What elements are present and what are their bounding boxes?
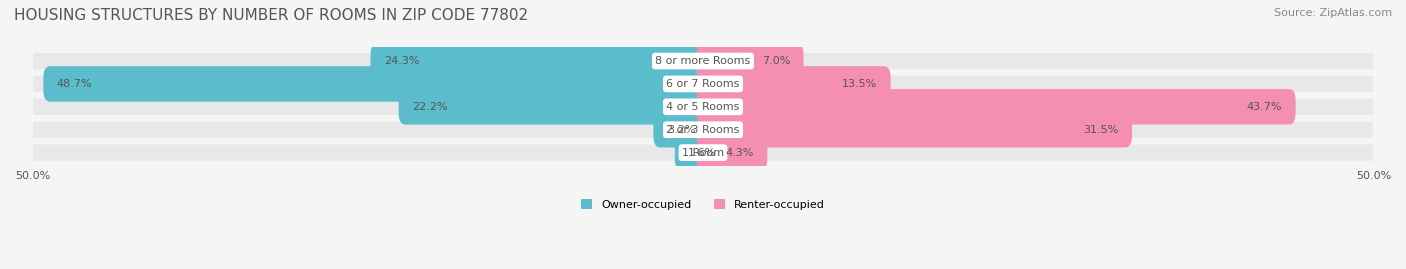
FancyBboxPatch shape xyxy=(696,135,768,170)
Text: 31.5%: 31.5% xyxy=(1084,125,1119,135)
Text: 3.2%: 3.2% xyxy=(666,125,695,135)
FancyBboxPatch shape xyxy=(32,99,1374,115)
Text: 4.3%: 4.3% xyxy=(725,148,754,158)
FancyBboxPatch shape xyxy=(696,43,804,79)
FancyBboxPatch shape xyxy=(32,144,1374,161)
Text: 43.7%: 43.7% xyxy=(1247,102,1282,112)
Text: 8 or more Rooms: 8 or more Rooms xyxy=(655,56,751,66)
FancyBboxPatch shape xyxy=(32,122,1374,138)
FancyBboxPatch shape xyxy=(696,112,1132,147)
Text: 7.0%: 7.0% xyxy=(762,56,790,66)
Text: HOUSING STRUCTURES BY NUMBER OF ROOMS IN ZIP CODE 77802: HOUSING STRUCTURES BY NUMBER OF ROOMS IN… xyxy=(14,8,529,23)
Text: Source: ZipAtlas.com: Source: ZipAtlas.com xyxy=(1274,8,1392,18)
FancyBboxPatch shape xyxy=(399,89,710,125)
Text: 4 or 5 Rooms: 4 or 5 Rooms xyxy=(666,102,740,112)
Text: 48.7%: 48.7% xyxy=(56,79,93,89)
FancyBboxPatch shape xyxy=(675,135,710,170)
FancyBboxPatch shape xyxy=(32,53,1374,69)
Text: 22.2%: 22.2% xyxy=(412,102,447,112)
Text: 1.6%: 1.6% xyxy=(689,148,717,158)
FancyBboxPatch shape xyxy=(44,66,710,102)
Text: 1 Room: 1 Room xyxy=(682,148,724,158)
FancyBboxPatch shape xyxy=(32,76,1374,92)
Text: 6 or 7 Rooms: 6 or 7 Rooms xyxy=(666,79,740,89)
Text: 2 or 3 Rooms: 2 or 3 Rooms xyxy=(666,125,740,135)
FancyBboxPatch shape xyxy=(696,66,891,102)
FancyBboxPatch shape xyxy=(371,43,710,79)
Legend: Owner-occupied, Renter-occupied: Owner-occupied, Renter-occupied xyxy=(576,195,830,214)
FancyBboxPatch shape xyxy=(654,112,710,147)
Text: 13.5%: 13.5% xyxy=(842,79,877,89)
FancyBboxPatch shape xyxy=(696,89,1295,125)
Text: 24.3%: 24.3% xyxy=(384,56,419,66)
